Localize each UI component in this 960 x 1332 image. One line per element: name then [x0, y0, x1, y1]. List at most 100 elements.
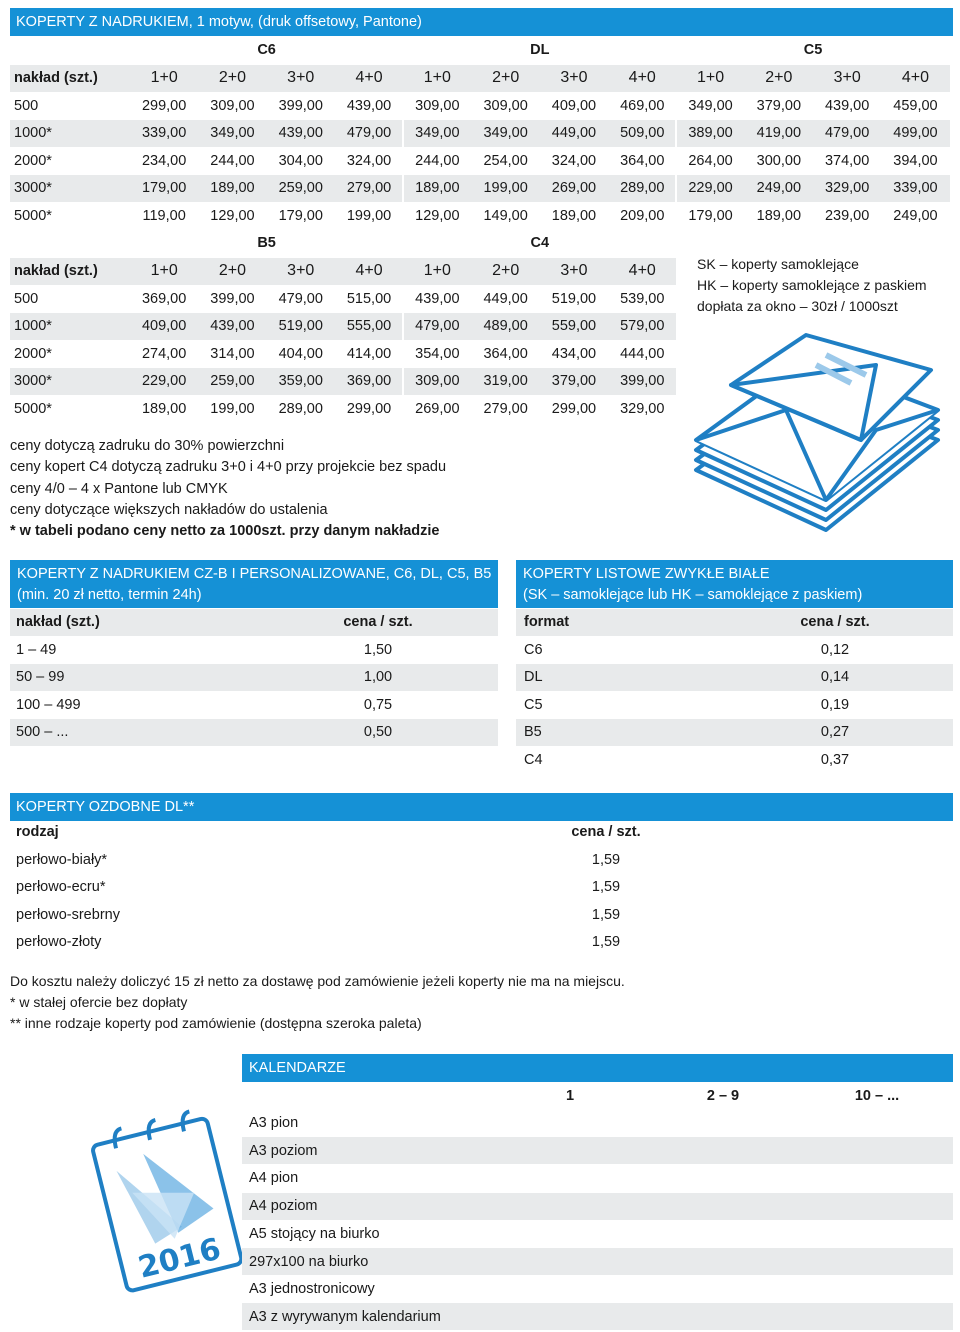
column-header: cena / szt.: [800, 614, 870, 630]
price: 489,00: [483, 318, 528, 334]
row-label: C4: [524, 751, 543, 768]
price: 394,00: [893, 152, 938, 169]
price: 0,50: [363, 724, 393, 740]
price: 359,00: [278, 373, 323, 389]
column-header: 4+0: [901, 69, 930, 86]
row-label: DL: [524, 669, 543, 685]
price: 259,00: [278, 180, 323, 196]
price: 149,00: [483, 207, 528, 224]
legend-line: HK – koperty samoklejące z paskiem: [697, 277, 927, 293]
price: 399,00: [620, 373, 665, 389]
column-header: 10 – ...: [854, 1088, 900, 1104]
row-label: B5: [524, 724, 542, 740]
price: 479,00: [278, 290, 323, 307]
price: 515,00: [346, 290, 392, 307]
note: ceny dotyczą zadruku do 30% powierzchni: [10, 438, 285, 454]
row-label: 5000*: [14, 207, 52, 224]
column-header: 1+0: [150, 262, 178, 279]
price: 189,00: [210, 180, 255, 196]
price: 539,00: [620, 290, 665, 307]
column-header: nakład (szt.): [14, 263, 98, 279]
row-label: 3000*: [14, 180, 52, 196]
column-header: 2+0: [765, 69, 793, 86]
column-header: 3+0: [287, 69, 315, 86]
price: 555,00: [346, 318, 392, 334]
price: 559,00: [551, 318, 597, 334]
row-bg: [516, 663, 953, 691]
row-label: A4 pion: [249, 1170, 299, 1187]
price: 479,00: [415, 318, 460, 334]
price: 309,00: [415, 373, 460, 389]
footnote: ** inne rodzaje koperty pod zamówienie (…: [10, 1015, 422, 1031]
price: 479,00: [346, 125, 392, 141]
price: 364,00: [620, 152, 665, 169]
price: 189,00: [415, 180, 460, 196]
price: 349,00: [415, 125, 460, 141]
row-bg: [10, 174, 950, 202]
price: 399,00: [210, 290, 255, 307]
row-bg: [10, 64, 950, 92]
row-label: 500: [14, 97, 39, 114]
column-header: 2+0: [218, 69, 247, 86]
price: 189,00: [141, 400, 187, 417]
row-label: A3 jednostronicowy: [249, 1281, 375, 1298]
column-header: 2 – 9: [706, 1088, 740, 1104]
row-label: C5: [524, 696, 543, 713]
price: 244,00: [210, 152, 255, 169]
price: 324,00: [346, 152, 392, 169]
price: 129,00: [415, 207, 460, 224]
price: 439,00: [824, 97, 870, 114]
price: 1,59: [591, 879, 621, 895]
row-label: perłowo-srebrny: [16, 906, 120, 923]
price: 0,37: [820, 751, 850, 768]
section-bar: [516, 560, 953, 608]
price: 0,27: [820, 724, 850, 740]
group-header: C4: [530, 235, 550, 251]
column-header: 3+0: [287, 262, 315, 279]
price: 0,12: [820, 641, 850, 658]
legend-line: dopłata za okno – 30zł / 1000szt: [697, 298, 898, 314]
row-bg: [242, 1137, 953, 1165]
row-label: A5 stojący na biurko: [249, 1225, 380, 1242]
row-label: perłowo-złoty: [16, 934, 102, 950]
note: ceny dotyczące większych nakładów do ust…: [10, 501, 328, 518]
row-bg: [10, 367, 677, 395]
price: 459,00: [893, 97, 938, 114]
section-title: (SK – samoklejące lub HK – samoklejące z…: [523, 587, 863, 603]
price: 479,00: [824, 125, 870, 141]
price: 439,00: [278, 125, 323, 141]
price: 189,00: [756, 207, 802, 224]
price: 339,00: [141, 125, 187, 141]
price: 434,00: [551, 345, 597, 362]
price: 279,00: [346, 180, 392, 196]
section-title: KOPERTY LISTOWE ZWYKŁE BIAŁE: [523, 566, 770, 582]
legend-line: SK – koperty samoklejące: [697, 256, 859, 272]
price: 199,00: [483, 180, 528, 196]
price: 379,00: [756, 97, 802, 114]
row-bg: [516, 608, 953, 636]
price: 329,00: [824, 180, 870, 196]
column-header: 1: [565, 1088, 575, 1104]
row-bg: [242, 1248, 953, 1275]
price: 499,00: [893, 125, 938, 141]
section-title: KOPERTY Z NADRUKIEM, 1 motyw, (druk offs…: [16, 14, 422, 30]
price: 249,00: [893, 207, 938, 224]
column-header: 3+0: [560, 69, 588, 86]
footnote: Do kosztu należy doliczyć 15 zł netto za…: [10, 973, 625, 989]
price: 179,00: [278, 207, 323, 224]
price: 404,00: [278, 345, 323, 362]
column-header: format: [524, 614, 570, 630]
price: 519,00: [278, 318, 323, 334]
price: 179,00: [688, 207, 733, 224]
group-header: B5: [257, 235, 276, 251]
row-label: 1000*: [14, 125, 52, 141]
price: 309,00: [483, 97, 528, 114]
price: 269,00: [551, 180, 597, 196]
column-header: 2+0: [492, 262, 520, 279]
row-bg: [242, 1303, 953, 1331]
row-label: perłowo-ecru*: [16, 879, 106, 895]
price: 129,00: [210, 207, 255, 224]
price: 289,00: [620, 180, 665, 196]
price: 369,00: [141, 290, 187, 307]
price: 249,00: [756, 180, 802, 196]
